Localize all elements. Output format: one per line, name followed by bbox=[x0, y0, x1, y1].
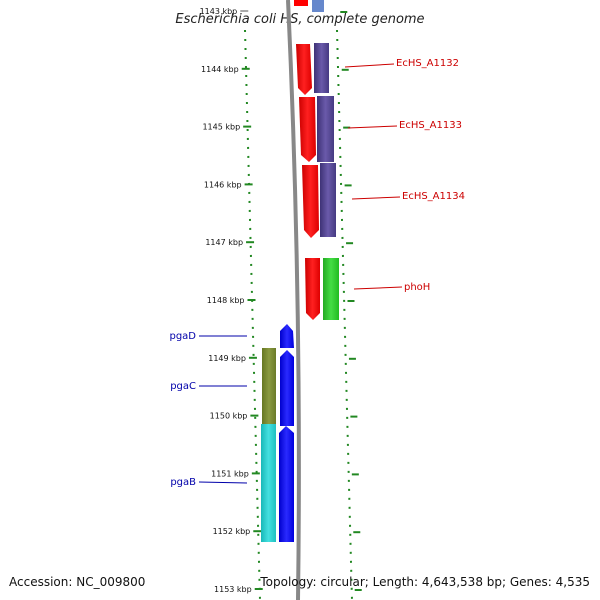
ruler-ticks-left bbox=[240, 10, 263, 590]
tick-label: 1147 kbp bbox=[205, 238, 243, 247]
gene-pgac-blue bbox=[280, 350, 294, 426]
gene-echs-a1133-purple bbox=[317, 96, 334, 162]
tick-label: 1144 kbp bbox=[201, 65, 239, 74]
gene-pgad-blue bbox=[280, 324, 294, 348]
tick-label: 1151 kbp bbox=[211, 469, 249, 478]
label-pgac: pgaC bbox=[170, 381, 196, 392]
gene-echs-a1132-red bbox=[296, 44, 312, 95]
label-echs-a1133: EcHS_A1133 bbox=[399, 120, 462, 131]
tick-label: 1153 kbp bbox=[214, 585, 252, 594]
label-pgad: pgaD bbox=[169, 331, 196, 342]
tick-label: 1143 kbp bbox=[200, 7, 238, 16]
ruler-tick-labels: 1143 kbp 1144 kbp 1145 kbp 1146 kbp 1147 kbp… bbox=[200, 7, 252, 594]
leader-echs-a1133 bbox=[347, 125, 398, 129]
tick-label: 1149 kbp bbox=[208, 354, 246, 363]
label-phoh: phoH bbox=[404, 282, 430, 293]
tick-label: 1150 kbp bbox=[210, 412, 248, 421]
genome-summary-text: Topology: circular; Length: 4,643,538 bp… bbox=[259, 575, 590, 589]
gene-phoh-green bbox=[323, 258, 339, 320]
leader-echs-a1134 bbox=[351, 196, 401, 200]
right-dotted-track bbox=[336, 29, 353, 600]
gene-echs-a1134-red bbox=[302, 165, 319, 238]
gene-pgab-blue bbox=[279, 426, 294, 542]
left-dotted-track bbox=[244, 29, 261, 600]
gene-pgac-olive bbox=[262, 348, 276, 424]
gene-pgab-cyan bbox=[261, 424, 276, 542]
tick-label: 1145 kbp bbox=[202, 123, 240, 132]
accession-text: Accession: NC_009800 bbox=[9, 575, 145, 589]
genome-backbone bbox=[286, 0, 301, 600]
gene-partial-top-red bbox=[294, 0, 308, 6]
leader-echs-a1132 bbox=[344, 63, 395, 68]
gene-echs-a1133-red bbox=[299, 97, 316, 162]
map-title: Escherichia coli HS, complete genome bbox=[175, 12, 424, 27]
gene-phoh-red bbox=[305, 258, 320, 320]
gene-echs-a1132-purple bbox=[314, 43, 329, 93]
label-echs-a1134: EcHS_A1134 bbox=[402, 191, 465, 202]
tick-label: 1148 kbp bbox=[207, 296, 245, 305]
leader-phoh bbox=[353, 286, 403, 290]
gene-partial-top-blue bbox=[312, 0, 324, 12]
tick-label: 1152 kbp bbox=[213, 527, 251, 536]
label-echs-a1132: EcHS_A1132 bbox=[396, 58, 459, 69]
tick-label: 1146 kbp bbox=[204, 180, 242, 189]
leader-pgab bbox=[198, 481, 248, 484]
label-pgab: pgaB bbox=[170, 477, 196, 488]
gene-echs-a1134-purple bbox=[320, 163, 336, 237]
